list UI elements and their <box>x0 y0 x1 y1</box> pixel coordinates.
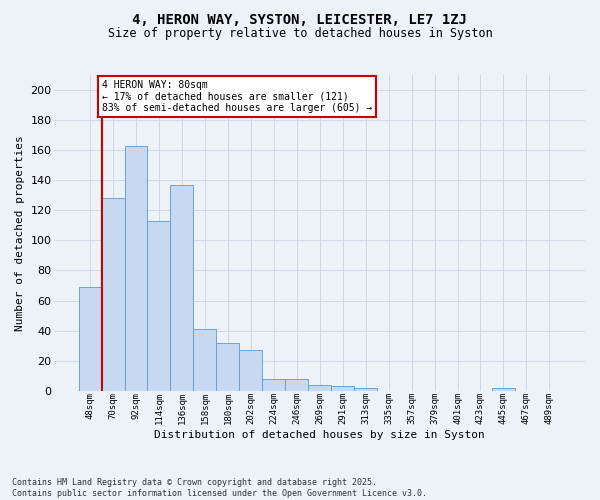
Bar <box>239 350 262 391</box>
Text: Contains HM Land Registry data © Crown copyright and database right 2025.
Contai: Contains HM Land Registry data © Crown c… <box>12 478 427 498</box>
Bar <box>285 379 308 391</box>
Y-axis label: Number of detached properties: Number of detached properties <box>15 135 25 331</box>
Text: Size of property relative to detached houses in Syston: Size of property relative to detached ho… <box>107 28 493 40</box>
Text: 4 HERON WAY: 80sqm
← 17% of detached houses are smaller (121)
83% of semi-detach: 4 HERON WAY: 80sqm ← 17% of detached hou… <box>102 80 372 112</box>
Bar <box>170 185 193 391</box>
Bar <box>101 198 125 391</box>
Text: 4, HERON WAY, SYSTON, LEICESTER, LE7 1ZJ: 4, HERON WAY, SYSTON, LEICESTER, LE7 1ZJ <box>133 12 467 26</box>
Bar <box>331 386 354 391</box>
Bar <box>308 385 331 391</box>
Bar <box>217 342 239 391</box>
Bar <box>125 146 148 391</box>
Bar <box>492 388 515 391</box>
Bar <box>193 329 217 391</box>
Bar <box>262 379 285 391</box>
Bar <box>354 388 377 391</box>
Bar <box>79 287 101 391</box>
X-axis label: Distribution of detached houses by size in Syston: Distribution of detached houses by size … <box>154 430 485 440</box>
Bar <box>148 221 170 391</box>
